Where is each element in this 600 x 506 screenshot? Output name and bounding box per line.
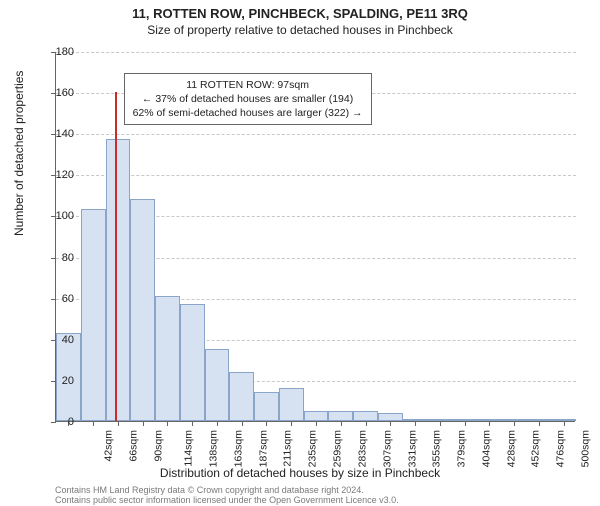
- x-tick: [465, 421, 466, 426]
- x-tick-label: 66sqm: [128, 430, 140, 462]
- x-tick-label: 452sqm: [530, 430, 542, 467]
- histogram-bar: [254, 392, 279, 421]
- x-axis-label: Distribution of detached houses by size …: [0, 466, 600, 480]
- x-tick: [539, 421, 540, 426]
- x-tick: [167, 421, 168, 426]
- histogram-bar: [130, 199, 155, 421]
- histogram-bar: [106, 139, 131, 421]
- histogram-bar: [205, 349, 230, 421]
- x-tick: [242, 421, 243, 426]
- x-tick: [514, 421, 515, 426]
- annotation-line: 11 ROTTEN ROW: 97sqm: [133, 78, 363, 92]
- x-tick-label: 404sqm: [480, 430, 492, 467]
- y-tick-label: 0: [40, 416, 74, 428]
- histogram-bar: [353, 411, 378, 421]
- y-tick-label: 120: [40, 169, 74, 181]
- histogram-bar: [229, 372, 254, 421]
- x-tick: [341, 421, 342, 426]
- y-axis-label: Number of detached properties: [12, 71, 26, 236]
- x-tick-label: 476sqm: [554, 430, 566, 467]
- x-tick-label: 331sqm: [406, 430, 418, 467]
- x-tick: [217, 421, 218, 426]
- x-tick: [489, 421, 490, 426]
- x-tick-label: 235sqm: [307, 430, 319, 467]
- x-tick: [390, 421, 391, 426]
- gridline: [56, 175, 576, 176]
- x-tick-label: 163sqm: [233, 430, 245, 467]
- x-tick-label: 187sqm: [257, 430, 269, 467]
- histogram-bar: [328, 411, 353, 421]
- x-tick-label: 355sqm: [431, 430, 443, 467]
- x-tick: [415, 421, 416, 426]
- x-tick-label: 90sqm: [152, 430, 164, 462]
- x-tick: [93, 421, 94, 426]
- x-tick: [143, 421, 144, 426]
- annotation-line: 62% of semi-detached houses are larger (…: [133, 106, 363, 120]
- y-tick-label: 100: [40, 210, 74, 222]
- x-tick: [291, 421, 292, 426]
- histogram-bar: [81, 209, 106, 421]
- histogram-bar: [155, 296, 180, 421]
- y-tick-label: 140: [40, 128, 74, 140]
- gridline: [56, 52, 576, 53]
- y-tick-label: 40: [40, 334, 74, 346]
- histogram-bar: [279, 388, 304, 421]
- y-tick-label: 60: [40, 293, 74, 305]
- marker-line: [115, 92, 117, 421]
- y-tick-label: 80: [40, 252, 74, 264]
- x-tick-label: 307sqm: [381, 430, 393, 467]
- x-tick-label: 283sqm: [356, 430, 368, 467]
- histogram-bar: [180, 304, 205, 421]
- y-tick-label: 180: [40, 46, 74, 58]
- chart-title-sub: Size of property relative to detached ho…: [0, 23, 600, 37]
- plot-region: 11 ROTTEN ROW: 97sqm← 37% of detached ho…: [55, 52, 575, 422]
- x-tick: [266, 421, 267, 426]
- attribution: Contains HM Land Registry data © Crown c…: [55, 486, 399, 506]
- x-tick: [564, 421, 565, 426]
- x-tick: [366, 421, 367, 426]
- x-tick-label: 138sqm: [208, 430, 220, 467]
- x-tick-label: 428sqm: [505, 430, 517, 467]
- x-tick: [316, 421, 317, 426]
- x-tick: [440, 421, 441, 426]
- x-tick-label: 211sqm: [281, 430, 293, 467]
- histogram-bar: [378, 413, 403, 421]
- y-tick-label: 160: [40, 87, 74, 99]
- x-tick-label: 114sqm: [182, 430, 194, 467]
- attribution-line-2: Contains public sector information licen…: [55, 496, 399, 506]
- histogram-bar: [304, 411, 329, 421]
- chart-title-main: 11, ROTTEN ROW, PINCHBECK, SPALDING, PE1…: [0, 6, 600, 21]
- y-tick-label: 20: [40, 375, 74, 387]
- x-tick: [192, 421, 193, 426]
- chart-area: 11 ROTTEN ROW: 97sqm← 37% of detached ho…: [55, 52, 575, 422]
- x-tick-label: 379sqm: [455, 430, 467, 467]
- annotation-box: 11 ROTTEN ROW: 97sqm← 37% of detached ho…: [124, 73, 372, 126]
- x-tick-label: 259sqm: [332, 430, 344, 467]
- annotation-line: ← 37% of detached houses are smaller (19…: [133, 92, 363, 106]
- gridline: [56, 134, 576, 135]
- x-tick-label: 42sqm: [103, 430, 115, 462]
- x-tick: [118, 421, 119, 426]
- x-tick-label: 500sqm: [579, 430, 591, 467]
